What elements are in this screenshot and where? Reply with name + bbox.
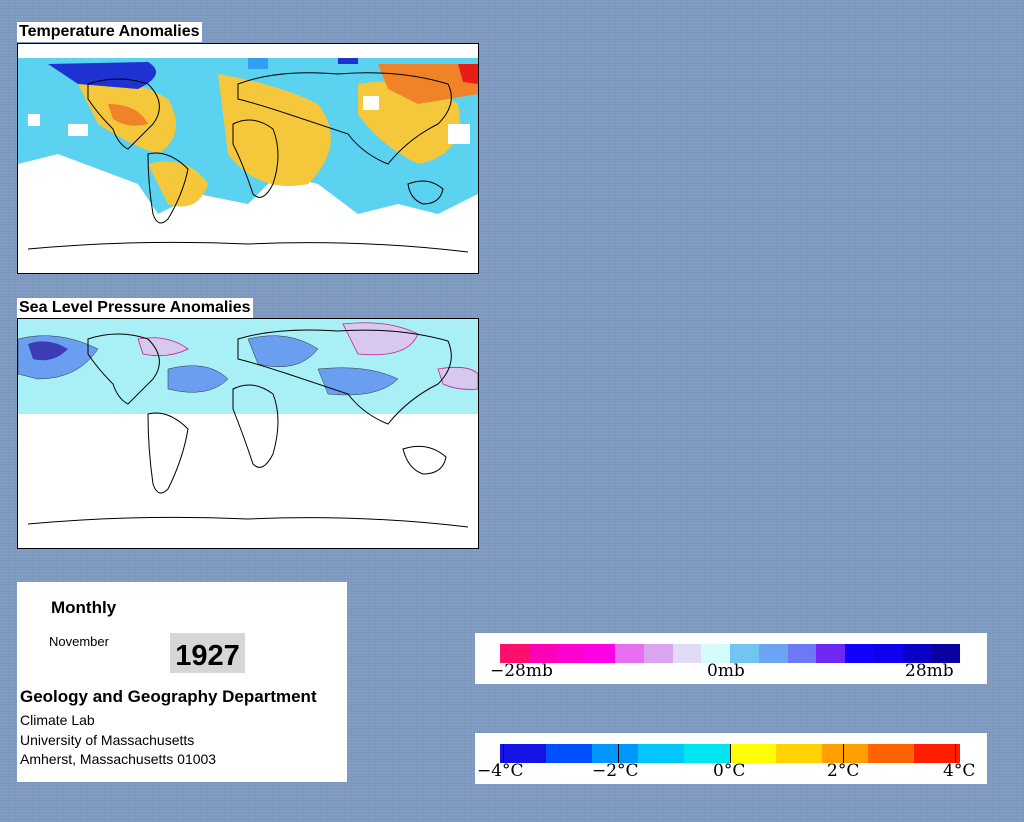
pressure-swatch-8 [730, 644, 759, 663]
temperature-anomaly-map [17, 43, 479, 274]
pressure-swatch-13 [873, 644, 903, 663]
pressure-swatch-5 [643, 644, 673, 663]
pressure-label-zero: 0mb [707, 661, 745, 681]
pressure-swatch-7 [701, 644, 730, 663]
temp-label-minus4: −4°C [477, 761, 524, 781]
pressure-swatch-3 [586, 644, 615, 663]
temp-tick-4 [843, 744, 844, 763]
address-text: Amherst, Massachusetts 01003 [20, 751, 217, 767]
pressure-swatch-9 [758, 644, 788, 663]
temp-label-zero: 0°C [713, 761, 746, 781]
temperature-swatch-8 [868, 744, 914, 763]
lab-name: Climate Lab [20, 712, 95, 728]
temp-tick-1 [503, 744, 504, 763]
temp-tick-3 [730, 744, 731, 763]
temperature-swatch-1 [546, 744, 592, 763]
pressure-label-min: −28mb [490, 661, 553, 681]
temp-tick-5 [955, 744, 956, 763]
pressure-swatch-4 [615, 644, 644, 663]
temperature-legend: −4°C −2°C 0°C 2°C 4°C [475, 733, 987, 784]
temperature-swatch-0 [500, 744, 546, 763]
temperature-swatch-7 [822, 744, 868, 763]
sea-level-pressure-anomalies-title: Sea Level Pressure Anomalies [17, 298, 253, 318]
temperature-swatch-9 [914, 744, 960, 763]
temperature-swatch-5 [730, 744, 776, 763]
pressure-swatch-2 [557, 644, 587, 663]
temp-label-4: 4°C [943, 761, 976, 781]
sea-level-pressure-anomaly-map [17, 318, 479, 549]
temp-label-2: 2°C [827, 761, 860, 781]
pressure-color-bar [500, 644, 960, 663]
pressure-swatch-1 [528, 644, 558, 663]
info-panel: Monthly November 1927 Geology and Geogra… [17, 582, 347, 782]
pressure-swatch-11 [816, 644, 845, 663]
pressure-swatch-0 [500, 644, 529, 663]
pressure-legend: −28mb 0mb 28mb [475, 633, 987, 684]
temperature-anomalies-title: Temperature Anomalies [17, 22, 202, 42]
pressure-swatch-10 [787, 644, 817, 663]
temperature-swatch-4 [684, 744, 730, 763]
month-label: November [49, 634, 109, 649]
temperature-swatch-6 [776, 744, 822, 763]
temp-tick-2 [618, 744, 619, 763]
pressure-swatch-15 [931, 644, 960, 663]
university-name: University of Massachusetts [20, 732, 195, 748]
pressure-swatch-14 [902, 644, 932, 663]
temperature-swatch-2 [592, 744, 638, 763]
pressure-label-max: 28mb [905, 661, 954, 681]
temperature-color-bar [500, 744, 960, 763]
temp-label-minus2: −2°C [592, 761, 639, 781]
department-name: Geology and Geography Department [20, 687, 317, 706]
period-label: Monthly [51, 598, 117, 617]
pressure-swatch-6 [672, 644, 702, 663]
pressure-swatch-12 [845, 644, 874, 663]
temperature-swatch-3 [638, 744, 684, 763]
year-label: 1927 [170, 633, 245, 673]
